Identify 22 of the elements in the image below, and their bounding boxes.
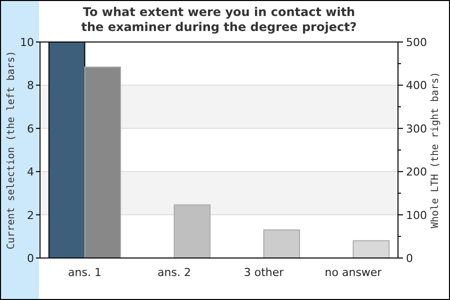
y-tick-label: 2: [27, 208, 34, 222]
y2-tick-label: 400: [406, 79, 427, 92]
y-tick-label: 8: [27, 79, 34, 92]
chart-title: To what extent were you in contact with the examiner during the degree project?: [81, 5, 357, 34]
y-tick-label: 10: [20, 36, 34, 49]
bar: [174, 204, 211, 258]
bar: [263, 229, 300, 258]
x-tick-label: ans. 2: [158, 266, 191, 279]
y2-axis-title: Whole LTH (the right bars): [430, 72, 441, 228]
x-tick-label: no answer: [324, 266, 382, 279]
y-axis-title: Current selection (the left bars): [6, 50, 17, 250]
y2-tick-label: 300: [406, 122, 427, 136]
y2-tick-label: 0: [406, 252, 413, 265]
y2-tick-label: 500: [406, 36, 427, 49]
y-tick-label: 0: [27, 252, 34, 265]
x-tick-label: ans. 1: [68, 266, 102, 279]
x-tick-label: 3 other: [244, 266, 284, 279]
y2-tick-label: 200: [406, 166, 427, 179]
bar: [352, 240, 390, 258]
y-tick-label: 4: [27, 166, 34, 179]
y-tick-label: 6: [27, 122, 34, 136]
y2-tick-label: 100: [406, 208, 427, 222]
